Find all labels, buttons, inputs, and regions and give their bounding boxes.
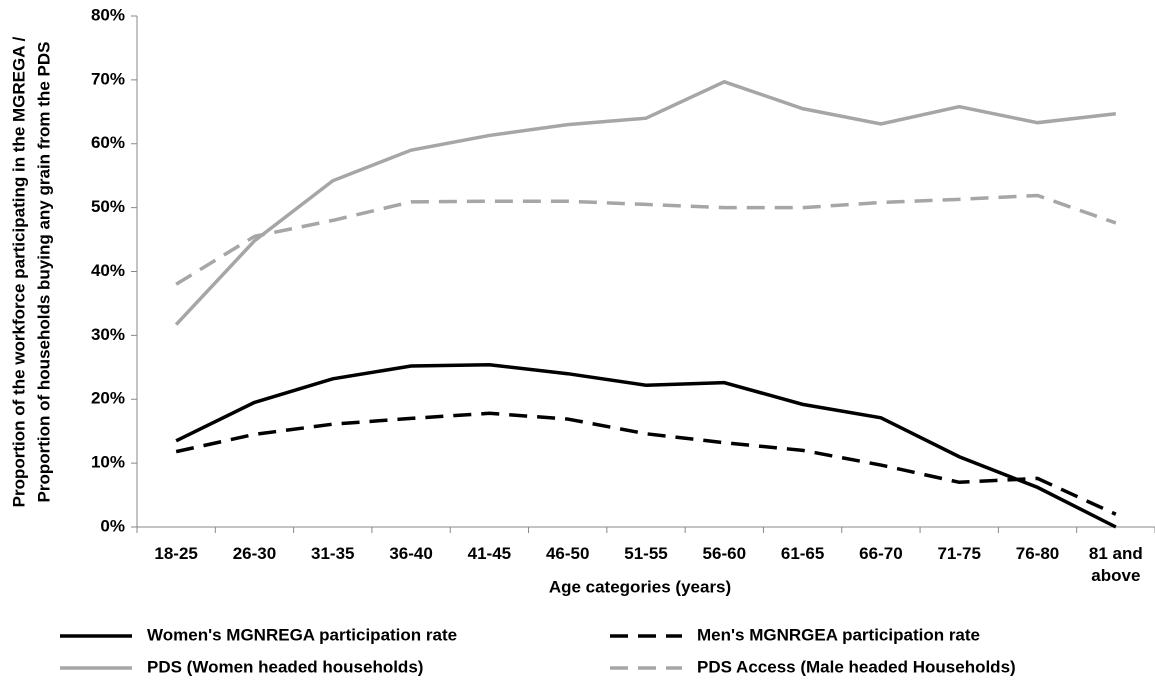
series-line — [175, 193, 1117, 286]
y-tick-label: 20% — [91, 389, 125, 408]
y-tick-label: 0% — [100, 516, 125, 535]
series-line — [175, 363, 1117, 529]
legend-label: PDS Access (Male headed Households) — [697, 657, 1016, 676]
y-tick-label: 60% — [91, 133, 125, 152]
x-tick-label: 76-80 — [1015, 544, 1060, 563]
y-tick-label: 40% — [91, 261, 125, 280]
x-axis-title: Age categories (years) — [549, 577, 731, 596]
x-tick-label: 36-40 — [389, 544, 433, 563]
x-tick-label: 26-30 — [232, 544, 277, 563]
y-axis-title: Proportion of households buying any grai… — [34, 42, 53, 503]
y-tick-label: 70% — [91, 69, 125, 88]
y-tick-label: 80% — [91, 5, 125, 24]
x-tick-label: 31-35 — [311, 544, 355, 563]
legend-label: Women's MGNREGA participation rate — [147, 625, 457, 644]
x-tick-label: 61-65 — [780, 544, 825, 563]
y-axis-title: Proportion of the workforce participatin… — [9, 36, 28, 507]
y-tick-label: 30% — [91, 325, 125, 344]
legend-label: Men's MGNRGEA participation rate — [697, 625, 980, 644]
legend-label: PDS (Women headed households) — [147, 657, 423, 676]
x-tick-label: 41-45 — [467, 544, 512, 563]
y-tick-label: 10% — [91, 453, 125, 472]
x-tick-label: 18-25 — [154, 544, 198, 563]
x-tick-label: 51-55 — [624, 544, 668, 563]
series-line — [174, 79, 1117, 326]
x-tick-label: 46-50 — [545, 544, 590, 563]
x-tick-label: 81 and above — [1088, 544, 1143, 585]
y-tick-label: 50% — [91, 197, 125, 216]
series-line — [175, 411, 1117, 516]
x-tick-label: 56-60 — [702, 544, 747, 563]
x-tick-label: 71-75 — [937, 544, 981, 563]
x-tick-label: 66-70 — [859, 544, 903, 563]
